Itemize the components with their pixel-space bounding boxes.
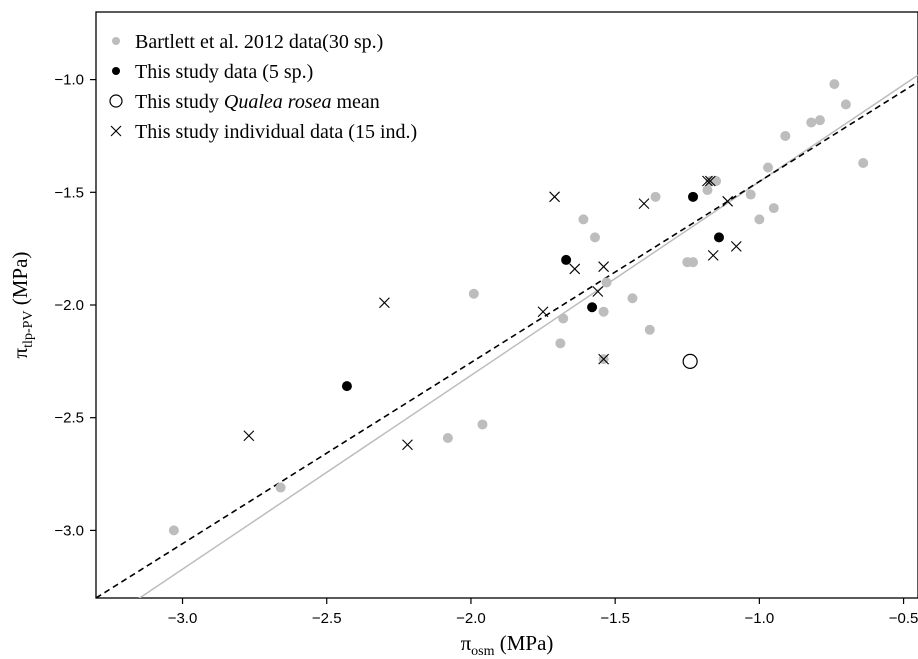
fit-line-dashed	[96, 81, 918, 598]
x-axis-symbol: π	[461, 631, 472, 655]
study-point	[713, 232, 724, 243]
fit-lines	[96, 74, 918, 598]
y-tick-label: −3.0	[54, 522, 84, 539]
bartlett-point	[840, 99, 851, 110]
legend-key-bartlett	[112, 37, 120, 45]
legend-label: This study Qualea rosea mean	[135, 91, 380, 113]
individual-point	[402, 439, 413, 451]
x-axis-unit: (MPa)	[495, 631, 554, 655]
legend-key-individual	[110, 125, 122, 137]
bartlett-point	[477, 419, 488, 430]
individual-point	[702, 175, 713, 187]
qualea-mean-point	[682, 353, 698, 369]
bartlett-point	[578, 214, 589, 225]
bartlett-point	[768, 203, 779, 214]
bartlett-point	[627, 293, 638, 304]
bartlett-point	[858, 158, 869, 169]
y-tick-label: −2.5	[54, 410, 84, 427]
legend-species-name: Qualea rosea	[224, 91, 332, 113]
legend-label: This study data (5 sp.)	[135, 61, 313, 83]
bartlett-point	[555, 338, 566, 349]
study-point	[688, 191, 699, 202]
y-axis-unit: (MPa)	[8, 252, 32, 311]
x-axis-subscript: osm	[471, 644, 494, 659]
x-tick-label: −0.5	[889, 610, 918, 627]
x-axis: −3.0 −2.5 −2.0 −1.5 −1.0 −0.5	[168, 598, 918, 627]
individual-point	[730, 241, 742, 252]
x-axis-title: πosm (MPa)	[461, 631, 554, 659]
y-axis-subscript: tlp-PV	[21, 310, 36, 347]
legend-key-qualea	[109, 94, 123, 108]
bartlett-point	[168, 525, 179, 536]
individual-point	[598, 353, 610, 365]
individual-point	[722, 195, 734, 207]
bartlett-point	[598, 306, 609, 317]
legend-label: Bartlett et al. 2012 data(30 sp.)	[135, 31, 383, 53]
bartlett-point	[763, 162, 774, 173]
y-tick-label: −1.5	[54, 184, 84, 201]
bartlett-point	[468, 288, 479, 299]
bartlett-point	[745, 189, 756, 200]
x-tick-label: −1.5	[600, 610, 630, 627]
x-tick-label: −3.0	[168, 610, 198, 627]
y-tick-label: −2.0	[54, 297, 84, 314]
legend-key-study	[112, 67, 120, 75]
bartlett-point	[589, 232, 600, 243]
bartlett-point	[601, 277, 612, 288]
bartlett-point	[650, 191, 661, 202]
y-axis-title: πtlp-PV (MPa)	[8, 252, 36, 359]
x-tick-label: −1.0	[745, 610, 775, 627]
x-tick-label: −2.5	[312, 610, 342, 627]
x-tick-label: −2.0	[456, 610, 486, 627]
individual-point	[592, 286, 604, 297]
legend-label-part: mean	[331, 91, 379, 113]
study-point	[587, 302, 598, 313]
bartlett-point	[754, 214, 765, 225]
bartlett-point	[644, 324, 655, 335]
individual-point	[704, 175, 716, 187]
bartlett-point	[806, 117, 817, 128]
fit-line-solid	[138, 74, 918, 598]
individual-point	[379, 297, 390, 309]
individual-point	[598, 261, 610, 273]
data-points	[168, 79, 869, 536]
bartlett-point	[275, 482, 286, 493]
legend: Bartlett et al. 2012 data(30 sp.) This st…	[109, 31, 417, 143]
bartlett-point	[829, 79, 840, 90]
individual-point	[707, 250, 719, 261]
individual-point	[549, 191, 560, 203]
bartlett-point	[780, 130, 791, 141]
legend-label-part: This study	[135, 91, 224, 113]
bartlett-point	[558, 313, 569, 324]
study-point	[341, 381, 352, 392]
bartlett-point	[814, 115, 825, 126]
y-axis: −3.0 −2.5 −2.0 −1.5 −1.0	[54, 72, 96, 539]
bartlett-point	[442, 432, 453, 443]
legend-label: This study individual data (15 ind.)	[135, 121, 417, 143]
y-axis-symbol: π	[8, 347, 32, 358]
individual-point	[569, 263, 581, 275]
bartlett-point	[688, 257, 699, 268]
individual-point	[243, 430, 255, 442]
y-tick-label: −1.0	[54, 72, 84, 89]
individual-point	[537, 306, 549, 318]
bartlett-point	[702, 185, 713, 196]
individual-point	[638, 198, 650, 209]
study-point	[561, 254, 572, 265]
